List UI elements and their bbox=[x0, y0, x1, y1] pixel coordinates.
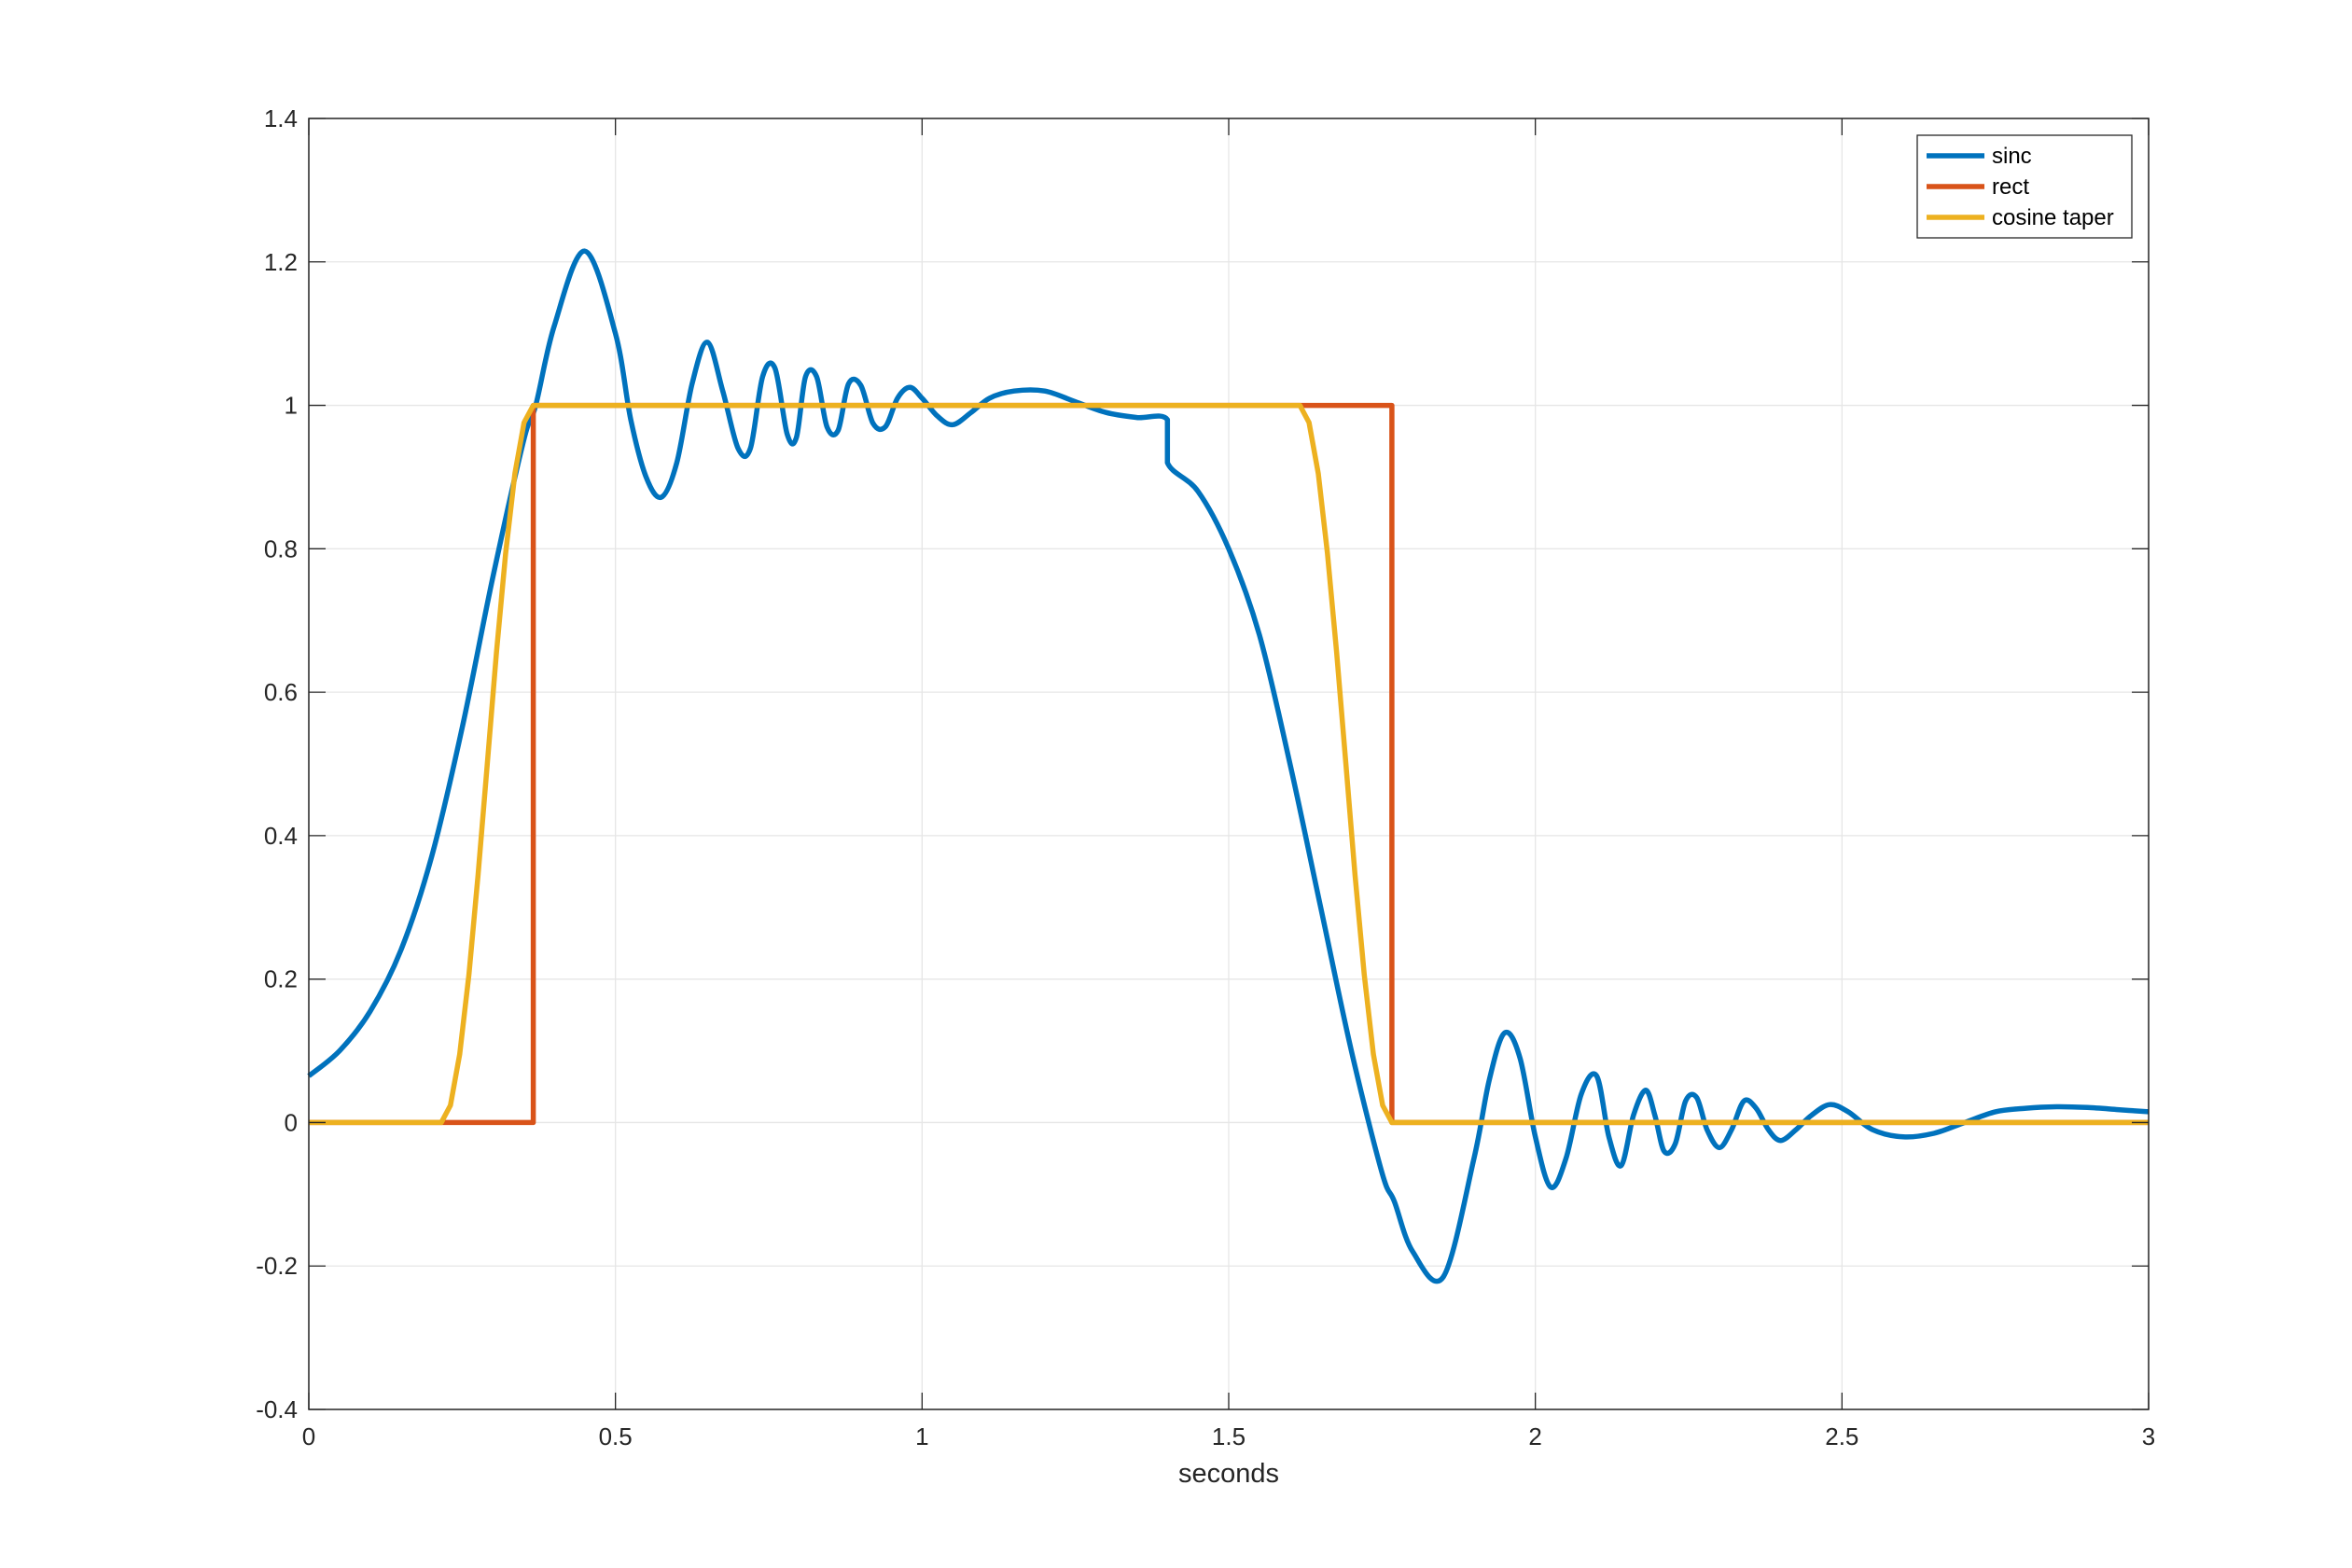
x-tick-label: 1 bbox=[915, 1422, 928, 1450]
series-layer bbox=[307, 248, 2150, 1284]
x-axis-label: seconds bbox=[1178, 1459, 1279, 1489]
tick-labels: 0 0.5 1 1.5 2 2.5 3 -0.4 -0.2 0 0.2 0.4 0.6 0.8 1 1.2 1.… bbox=[256, 104, 2155, 1450]
y-tick-label: -0.4 bbox=[256, 1395, 298, 1423]
y-tick-label: 0.2 bbox=[264, 965, 298, 993]
series-line-cosine-taper bbox=[309, 402, 2149, 1126]
x-tick-label: 3 bbox=[2142, 1422, 2155, 1450]
legend-entry-label: cosine taper bbox=[1992, 205, 2114, 230]
y-tick-label: 1 bbox=[285, 392, 298, 420]
y-tick-label: 1.4 bbox=[264, 104, 298, 132]
y-tick-label: -0.2 bbox=[256, 1252, 298, 1280]
ticks bbox=[308, 118, 2150, 1410]
x-tick-label: 0.5 bbox=[599, 1422, 633, 1450]
y-tick-label: 0.8 bbox=[264, 534, 298, 562]
y-tick-label: 0.6 bbox=[264, 678, 298, 706]
x-tick-label: 0 bbox=[302, 1422, 315, 1450]
y-tick-label: 0.4 bbox=[264, 822, 298, 850]
x-tick-label: 2 bbox=[1528, 1422, 1541, 1450]
legend[interactable]: sinc rect cosine taper bbox=[1916, 134, 2133, 239]
x-tick-label: 1.5 bbox=[1212, 1422, 1246, 1450]
legend-entry-label: sinc bbox=[1992, 144, 2032, 169]
series-line-sinc bbox=[307, 248, 2150, 1284]
x-tick-label: 2.5 bbox=[1825, 1422, 1858, 1450]
legend-entry-label: rect bbox=[1992, 174, 2029, 200]
y-tick-label: 1.2 bbox=[264, 248, 298, 276]
y-tick-label: 0 bbox=[285, 1108, 298, 1136]
